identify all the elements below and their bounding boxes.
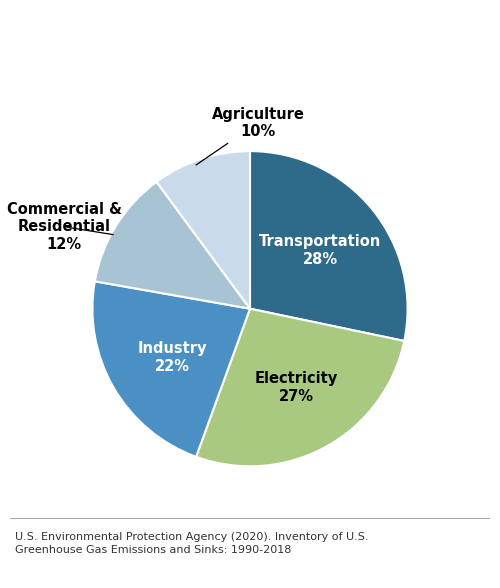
Wedge shape: [92, 281, 250, 457]
Text: Agriculture
10%: Agriculture 10%: [196, 106, 304, 165]
Wedge shape: [196, 309, 404, 466]
Wedge shape: [250, 151, 408, 341]
Wedge shape: [95, 182, 250, 309]
Text: Industry
22%: Industry 22%: [138, 342, 207, 374]
Text: Transportation
28%: Transportation 28%: [260, 234, 382, 266]
Wedge shape: [156, 151, 250, 309]
Text: Commercial &
Residential
12%: Commercial & Residential 12%: [6, 202, 121, 252]
Text: Total U.S. Greenhouse Gas Emissions
by Economic Sector in 2018: Total U.S. Greenhouse Gas Emissions by E…: [18, 29, 482, 76]
Text: Electricity
27%: Electricity 27%: [255, 371, 338, 403]
Text: U.S. Environmental Protection Agency (2020). Inventory of U.S.
Greenhouse Gas Em: U.S. Environmental Protection Agency (20…: [15, 532, 368, 555]
